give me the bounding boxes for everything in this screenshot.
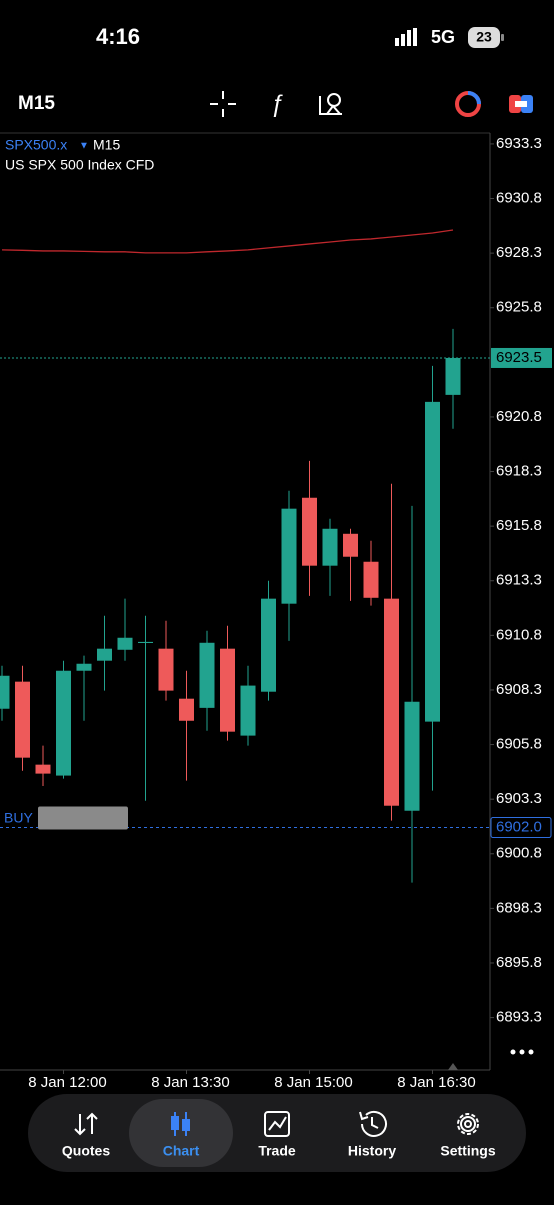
candle-body — [322, 528, 338, 566]
candle-body — [220, 648, 235, 732]
more-button[interactable] — [510, 1049, 534, 1055]
toolbar-timeframe[interactable]: M15 — [18, 93, 55, 114]
candle-body — [138, 641, 153, 643]
current-price-box — [491, 347, 552, 368]
candle-body — [117, 637, 133, 650]
x-tick-label: 8 Jan 13:30 — [151, 1074, 229, 1091]
tab-label[interactable]: Trade — [258, 1143, 296, 1159]
y-tick-label: 6913.3 — [496, 572, 542, 589]
candle-body — [158, 648, 174, 691]
battery-icon — [468, 27, 500, 48]
candle-body — [425, 401, 440, 722]
tab-bar — [28, 1094, 526, 1172]
signal-icon — [395, 28, 417, 46]
tab-labels: Quotes Chart Trade History Settings — [62, 1143, 496, 1159]
indicators-button[interactable]: ƒ — [270, 90, 283, 117]
candle-body — [404, 701, 420, 811]
candle-body — [179, 698, 194, 721]
tab-label[interactable]: Quotes — [62, 1143, 110, 1159]
scroll-marker — [448, 1063, 458, 1070]
candle-body — [445, 357, 461, 395]
x-tick-label: 8 Jan 12:00 — [28, 1074, 106, 1091]
candle-body — [281, 508, 297, 604]
candle-body — [97, 648, 112, 661]
y-tick-label: 6930.8 — [496, 189, 542, 206]
symbol-dropdown[interactable]: ▼ — [79, 141, 89, 152]
buy-price-box — [490, 817, 552, 839]
tab-label[interactable]: Chart — [163, 1143, 200, 1159]
chart-timeframe: M15 — [93, 137, 120, 153]
quotes-icon[interactable] — [74, 1112, 98, 1136]
battery-tip — [501, 34, 504, 41]
history-icon[interactable] — [359, 1110, 387, 1137]
active-tab-highlight — [129, 1099, 233, 1167]
y-tick-label: 6905.8 — [496, 736, 542, 753]
candle-body — [240, 685, 256, 736]
y-tick-label: 6908.3 — [496, 681, 542, 698]
status-time: 4:16 — [96, 24, 140, 49]
current-price-label: 6923.5 — [496, 349, 542, 366]
y-tick-label: 6920.8 — [496, 408, 542, 425]
candle-body — [15, 681, 30, 758]
y-tick-label: 6910.8 — [496, 626, 542, 643]
trade-button[interactable] — [455, 91, 481, 117]
y-tick-label: 6918.3 — [496, 463, 542, 480]
candle-body — [0, 675, 10, 709]
trade-icon[interactable] — [264, 1111, 290, 1137]
x-tick-label: 8 Jan 15:00 — [274, 1074, 352, 1091]
chart-icon[interactable] — [171, 1112, 190, 1136]
y-tick-label: 6915.8 — [496, 517, 542, 534]
buy-price-label: 6902.0 — [496, 819, 542, 836]
crosshair-button[interactable] — [210, 91, 236, 117]
plot-area: 6933.3 6930.8 6928.3 6925.8 6920.8 6918.3 6915… — [0, 135, 552, 1091]
status-network: 5G — [431, 27, 455, 47]
candle-body — [56, 670, 71, 776]
candle-body — [302, 497, 317, 566]
chart-symbol[interactable]: SPX500.x — [5, 137, 67, 153]
battery-level: 23 — [476, 29, 492, 45]
settings-icon[interactable] — [457, 1113, 479, 1135]
tab-label[interactable]: Settings — [440, 1143, 495, 1159]
candle-body — [343, 533, 358, 557]
y-tick-label: 6895.8 — [496, 954, 542, 971]
candle-body — [384, 598, 399, 806]
candle-body — [363, 561, 379, 598]
redacted-volume — [38, 806, 128, 830]
moving-average-line — [1, 229, 454, 254]
y-tick-label: 6900.8 — [496, 845, 542, 862]
y-tick-label: 6898.3 — [496, 899, 542, 916]
buy-label: BUY — [4, 809, 33, 825]
y-tick-label: 6933.3 — [496, 135, 542, 152]
y-tick-label: 6903.3 — [496, 790, 542, 807]
x-tick-label: 8 Jan 16:30 — [397, 1074, 475, 1091]
candle-body — [261, 598, 276, 692]
objects-button[interactable] — [319, 93, 343, 115]
account-button[interactable] — [509, 95, 533, 113]
candle-body — [35, 764, 51, 774]
y-tick-label: 6893.3 — [496, 1009, 542, 1026]
chart-description: US SPX 500 Index CFD — [5, 157, 154, 173]
candle-body — [199, 642, 215, 708]
y-tick-label: 6925.8 — [496, 299, 542, 316]
tab-label[interactable]: History — [348, 1143, 396, 1159]
candle-body — [76, 663, 92, 671]
y-tick-label: 6928.3 — [496, 244, 542, 261]
